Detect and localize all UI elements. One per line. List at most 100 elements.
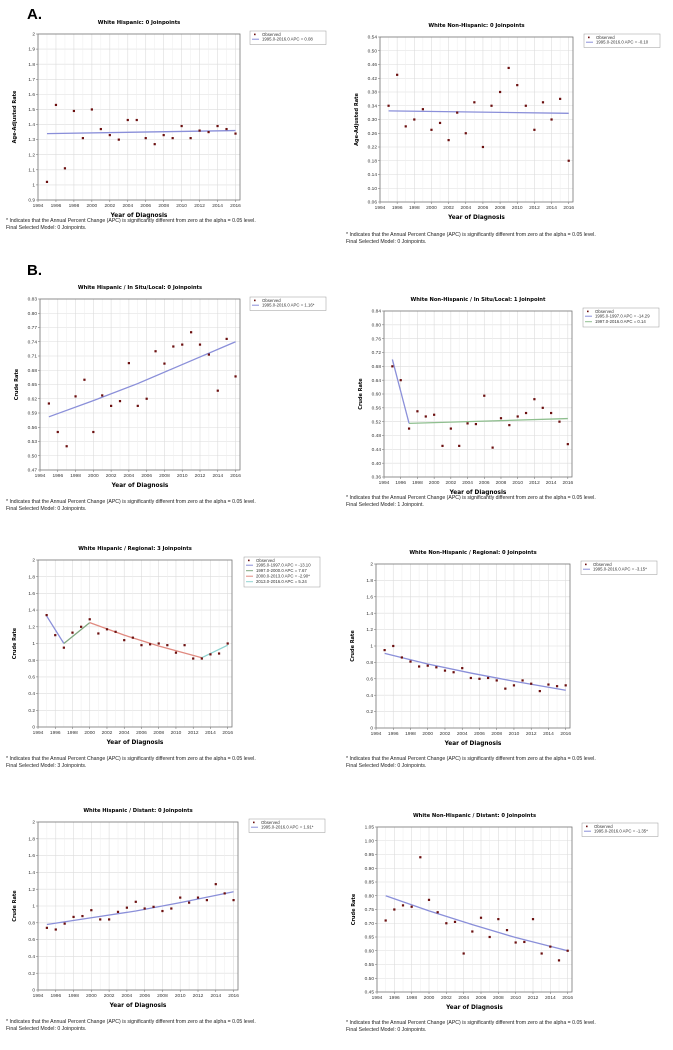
observed-point: [433, 413, 436, 416]
y-tick-label: 2: [370, 562, 373, 568]
chart-title: White Non-Hispanic / Distant: 0 Joinpoin…: [413, 813, 536, 819]
observed-point: [383, 649, 386, 652]
x-tick-label: 1996: [388, 731, 399, 737]
observed-point: [108, 134, 111, 137]
y-tick-label: 0.4: [28, 691, 35, 697]
x-tick-label: 2016: [228, 993, 239, 999]
observed-point: [447, 139, 450, 142]
observed-point: [453, 920, 457, 923]
y-tick-label: 0.60: [372, 392, 382, 398]
observed-point: [514, 941, 517, 944]
fitted-trend-line-2: [409, 417, 568, 425]
legend-segment-label: 1995.0-2016.0 APC = 0.08: [262, 37, 313, 42]
y-tick-label: 0.84: [372, 309, 382, 315]
fitted-trend-line-4: [201, 644, 228, 659]
legend-observed-label: Observed: [262, 298, 281, 303]
y-tick-label: 0.54: [368, 35, 378, 41]
observed-point: [421, 108, 424, 111]
observed-point: [508, 424, 511, 427]
legend-box: [249, 30, 327, 45]
legend-box: [248, 818, 326, 833]
observed-point: [123, 639, 126, 642]
observed-point: [170, 907, 173, 910]
x-tick-label: 2008: [159, 473, 170, 479]
x-tick-label: 2006: [478, 205, 489, 211]
observed-point: [209, 653, 212, 656]
joinpoint-chart: White Hispanic: 0 Joinpoints 0.9 1 1.1 1.2 1.…: [12, 20, 327, 219]
x-axis-label: Year of Diagnosis: [109, 1003, 167, 1009]
chart-panel-b-nonhispanic-regional: White Non-Hispanic / Regional: 0 Joinpoi…: [340, 520, 670, 775]
x-tick-label: 2010: [512, 480, 523, 486]
x-tick-label: 2000: [422, 731, 433, 737]
x-tick-label: 2014: [212, 203, 223, 209]
observed-point: [207, 130, 210, 134]
observed-point: [131, 636, 134, 639]
x-tick-label: 1998: [69, 203, 80, 209]
y-tick-label: 0.8: [28, 920, 35, 926]
joinpoint-chart: White Non-Hispanic / In Situ/Local: 1 Jo…: [358, 297, 660, 496]
observed-point: [105, 628, 109, 631]
y-axis-label: Crude Rate: [14, 368, 20, 400]
x-tick-label: 2006: [136, 730, 147, 736]
y-tick-label: 0.36: [372, 475, 382, 481]
observed-point: [401, 904, 405, 907]
y-tick-label: 0.18: [368, 158, 378, 164]
observed-point: [54, 103, 58, 107]
y-tick-label: 1.6: [28, 92, 35, 98]
x-tick-label: 2006: [139, 993, 150, 999]
x-tick-label: 1998: [406, 995, 417, 1001]
y-tick-label: 0.90: [365, 866, 375, 872]
y-tick-label: 1.8: [366, 578, 373, 584]
observed-point: [549, 945, 552, 948]
y-tick-label: 1.4: [28, 608, 35, 614]
y-tick-label: 0.83: [28, 297, 38, 303]
x-tick-label: 2010: [510, 995, 521, 1001]
observed-point: [466, 422, 469, 425]
plot-frame: [379, 36, 574, 203]
y-tick-label: 0.2: [28, 971, 35, 977]
observed-point: [223, 892, 226, 895]
observed-point: [166, 644, 169, 647]
legend-segment-label: 1995.0-2016.0 APC = -1.35*: [594, 829, 648, 834]
chart-footnote: * Indicates that the Annual Percent Chan…: [6, 218, 256, 231]
legend-observed-marker: [587, 310, 589, 313]
legend-observed-label: Observed: [595, 309, 614, 314]
observed-point: [148, 643, 152, 646]
x-tick-label: 1994: [379, 480, 390, 486]
x-axis-label: Year of Diagnosis: [447, 215, 505, 221]
observed-point: [564, 684, 567, 687]
x-tick-label: 2012: [526, 731, 537, 737]
y-tick-label: 0.50: [365, 976, 375, 982]
observed-point: [127, 362, 130, 365]
observed-point: [521, 679, 524, 682]
y-tick-label: 0.8: [28, 658, 35, 664]
observed-point: [566, 949, 569, 952]
x-tick-label: 2012: [193, 993, 204, 999]
chart-panel-b-nonhispanic-local: White Non-Hispanic / In Situ/Local: 1 Jo…: [340, 255, 670, 510]
observed-point: [538, 690, 541, 693]
observed-point: [200, 657, 203, 660]
y-tick-label: 0.56: [372, 405, 382, 411]
y-tick-label: 0.30: [368, 117, 378, 123]
observed-point: [110, 404, 113, 407]
chart-panel-b-hispanic-regional: White Hispanic / Regional: 3 Joinpoints 0…: [0, 520, 330, 775]
observed-point: [516, 415, 519, 418]
observed-point: [116, 910, 120, 913]
observed-point: [196, 896, 200, 899]
observed-point: [216, 124, 219, 128]
chart-panel-a-nonhispanic: White Non-Hispanic: 0 Joinpoints 0.06 0.10…: [340, 0, 670, 255]
y-tick-label: 0.10: [368, 186, 378, 192]
legend-segment-label: 1995.0-1997.0 APC = -14.29: [595, 314, 650, 319]
legend-observed-marker: [585, 563, 587, 566]
x-tick-label: 2004: [460, 205, 471, 211]
y-tick-label: 0.52: [372, 419, 382, 425]
legend-segment-label: 2013.0-2016.0 APC = 5.24: [256, 579, 307, 584]
y-tick-label: 0.4: [28, 954, 35, 960]
observed-point: [63, 167, 67, 170]
y-tick-label: 1.6: [28, 853, 35, 859]
y-tick-label: 0.8: [366, 660, 373, 666]
